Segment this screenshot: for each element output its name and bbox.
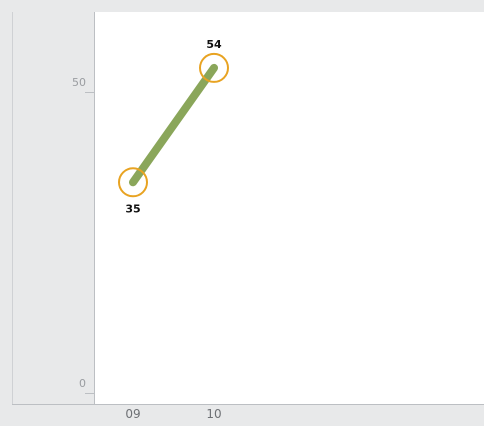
y-axis-ticks: 0 50 [72,76,94,394]
series-line [129,63,218,187]
x-tick-label: 10 [206,407,221,421]
data-label: 35 [125,202,140,215]
y-tick-label: 50 [72,76,86,89]
data-label: 54 [206,38,222,51]
x-axis-ticks: 09 10 [125,407,221,421]
data-label-layer: 35 54 [125,38,222,215]
data-point-marker [199,52,229,83]
data-point-marker [118,167,148,198]
plot-area [95,12,484,404]
series-layer [118,52,229,198]
y-tick-label: 0 [79,377,86,390]
x-tick-label: 09 [125,407,140,421]
